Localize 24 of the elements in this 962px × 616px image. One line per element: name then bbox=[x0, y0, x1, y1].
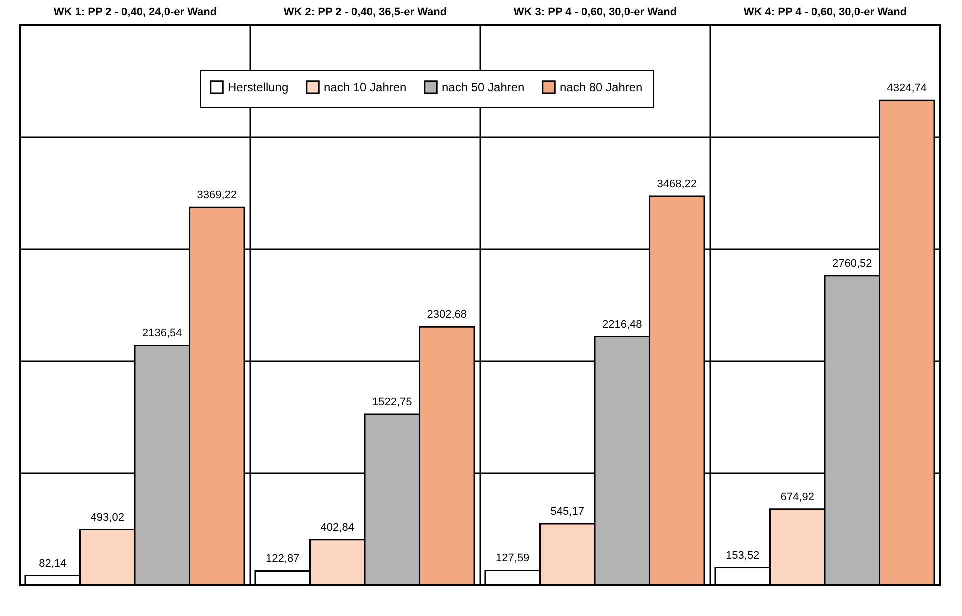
data-label: 127,59 bbox=[496, 552, 530, 565]
data-label: 2136,54 bbox=[142, 328, 182, 340]
data-label: 153,52 bbox=[726, 550, 760, 562]
x-tick-label: WK 4: PP 4 - 0,60, 30,0-er Wand bbox=[744, 6, 908, 18]
legend-label: nach 50 Jahren bbox=[442, 80, 525, 94]
legend-label: nach 10 Jahren bbox=[324, 80, 407, 94]
legend-label: Herstellung bbox=[228, 80, 289, 94]
data-label: 1522,75 bbox=[372, 396, 412, 408]
legend-label: nach 80 Jahren bbox=[560, 80, 643, 94]
x-tick-label: WK 3: PP 4 - 0,60, 30,0-er Wand bbox=[514, 6, 678, 18]
x-tick-label: WK 1: PP 2 - 0,40, 24,0-er Wand bbox=[54, 6, 218, 18]
data-label: 2216,48 bbox=[602, 318, 642, 331]
data-label: 4324,74 bbox=[887, 82, 928, 95]
data-label: 3369,22 bbox=[197, 190, 238, 202]
data-label: 122,87 bbox=[266, 553, 300, 566]
data-label: 402,84 bbox=[320, 522, 354, 534]
data-label: 2302,68 bbox=[427, 309, 468, 322]
data-label: 674,92 bbox=[780, 491, 814, 504]
x-tick-label: WK 2: PP 2 - 0,40, 36,5-er Wand bbox=[284, 6, 448, 18]
data-label: 2760,52 bbox=[832, 258, 872, 270]
data-label: 493,02 bbox=[90, 512, 124, 524]
data-label: 82,14 bbox=[39, 558, 67, 570]
data-label: 3468,22 bbox=[657, 178, 698, 191]
data-label: 545,17 bbox=[550, 506, 584, 518]
